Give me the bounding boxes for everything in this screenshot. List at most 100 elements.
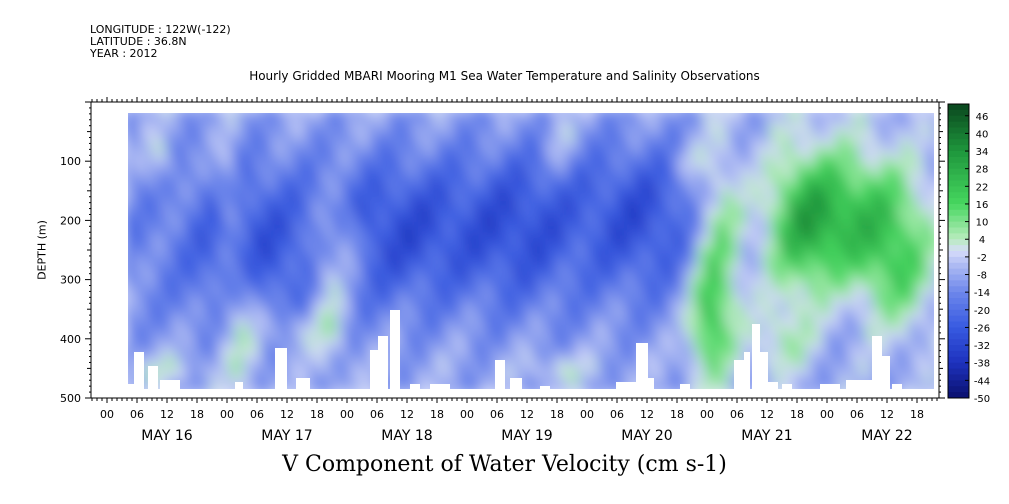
heatmap-cell bbox=[764, 161, 770, 167]
heatmap-cell bbox=[182, 191, 188, 197]
heatmap-cell bbox=[278, 263, 284, 269]
heatmap-cell bbox=[566, 179, 572, 185]
heatmap-cell bbox=[374, 149, 380, 155]
heatmap-cell bbox=[728, 299, 734, 305]
heatmap-cell bbox=[650, 293, 656, 299]
heatmap-cell bbox=[602, 311, 608, 317]
heatmap-cell bbox=[272, 191, 278, 197]
heatmap-cell bbox=[614, 209, 620, 215]
heatmap-cell bbox=[248, 275, 254, 281]
heatmap-cell bbox=[878, 173, 884, 179]
heatmap-cell bbox=[428, 299, 434, 305]
heatmap-cell bbox=[860, 137, 866, 143]
heatmap-cell bbox=[374, 113, 380, 119]
heatmap-cell bbox=[140, 197, 146, 203]
heatmap-cell bbox=[926, 149, 932, 155]
heatmap-cell bbox=[536, 299, 542, 305]
heatmap-cell bbox=[890, 221, 896, 227]
heatmap-cell bbox=[332, 215, 338, 221]
heatmap-cell bbox=[314, 239, 320, 245]
heatmap-cell bbox=[638, 293, 644, 299]
heatmap-cell bbox=[668, 113, 674, 119]
heatmap-cell bbox=[668, 269, 674, 275]
heatmap-cell bbox=[368, 185, 374, 191]
heatmap-cell bbox=[248, 125, 254, 131]
heatmap-cell bbox=[524, 299, 530, 305]
heatmap-cell bbox=[914, 167, 920, 173]
heatmap-cell bbox=[566, 137, 572, 143]
heatmap-cell bbox=[242, 167, 248, 173]
heatmap-cell bbox=[386, 119, 392, 125]
heatmap-cell bbox=[674, 125, 680, 131]
heatmap-cell bbox=[146, 125, 152, 131]
heatmap-cell bbox=[314, 203, 320, 209]
heatmap-cell bbox=[902, 149, 908, 155]
heatmap-cell bbox=[710, 209, 716, 215]
heatmap-cell bbox=[476, 257, 482, 263]
heatmap-cell bbox=[734, 269, 740, 275]
heatmap-cell bbox=[650, 281, 656, 287]
heatmap-cell bbox=[242, 143, 248, 149]
heatmap-cell bbox=[848, 275, 854, 281]
heatmap-cell bbox=[302, 239, 308, 245]
heatmap-cell bbox=[482, 209, 488, 215]
heatmap-cell bbox=[842, 275, 848, 281]
heatmap-cell bbox=[656, 293, 662, 299]
heatmap-cell bbox=[362, 191, 368, 197]
heatmap-cell bbox=[362, 137, 368, 143]
heatmap-cell bbox=[236, 227, 242, 233]
heatmap-cell bbox=[338, 173, 344, 179]
heatmap-cell bbox=[446, 161, 452, 167]
heatmap-cell bbox=[134, 173, 140, 179]
heatmap-cell bbox=[566, 239, 572, 245]
heatmap-cell bbox=[314, 131, 320, 137]
heatmap-cell bbox=[920, 143, 926, 149]
heatmap-cell bbox=[722, 275, 728, 281]
heatmap-cell bbox=[548, 227, 554, 233]
heatmap-cell bbox=[128, 269, 134, 275]
heatmap-cell bbox=[842, 131, 848, 137]
heatmap-cell bbox=[422, 323, 428, 329]
heatmap-cell bbox=[548, 299, 554, 305]
heatmap-cell bbox=[338, 239, 344, 245]
heatmap-cell bbox=[380, 209, 386, 215]
heatmap-cell bbox=[134, 125, 140, 131]
heatmap-cell bbox=[836, 173, 842, 179]
heatmap-cell bbox=[512, 257, 518, 263]
heatmap-cell bbox=[170, 239, 176, 245]
heatmap-cell bbox=[824, 203, 830, 209]
heatmap-cell bbox=[650, 209, 656, 215]
heatmap-cell bbox=[416, 233, 422, 239]
heatmap-cell bbox=[770, 113, 776, 119]
heatmap-cell bbox=[410, 161, 416, 167]
heatmap-cell bbox=[254, 155, 260, 161]
heatmap-cell bbox=[704, 263, 710, 269]
heatmap-cell bbox=[644, 119, 650, 125]
heatmap-cell bbox=[770, 215, 776, 221]
heatmap-cell bbox=[296, 203, 302, 209]
heatmap-cell bbox=[212, 137, 218, 143]
heatmap-cell bbox=[890, 233, 896, 239]
heatmap-cell bbox=[794, 149, 800, 155]
heatmap-cell bbox=[590, 221, 596, 227]
heatmap-cell bbox=[350, 185, 356, 191]
heatmap-cell bbox=[134, 293, 140, 299]
heatmap-cell bbox=[854, 269, 860, 275]
heatmap-cell bbox=[140, 113, 146, 119]
heatmap-cell bbox=[416, 323, 422, 329]
heatmap-cell bbox=[656, 185, 662, 191]
heatmap-cell bbox=[644, 215, 650, 221]
heatmap-cell bbox=[452, 305, 458, 311]
heatmap-cell bbox=[578, 281, 584, 287]
heatmap-cell bbox=[878, 263, 884, 269]
heatmap-cell bbox=[614, 317, 620, 323]
heatmap-cell bbox=[740, 173, 746, 179]
heatmap-cell bbox=[128, 191, 134, 197]
heatmap-cell bbox=[590, 185, 596, 191]
heatmap-cell bbox=[764, 311, 770, 317]
heatmap-cell bbox=[794, 131, 800, 137]
heatmap-cell bbox=[758, 257, 764, 263]
heatmap-cell bbox=[326, 209, 332, 215]
heatmap-cell bbox=[152, 215, 158, 221]
heatmap-cell bbox=[692, 191, 698, 197]
